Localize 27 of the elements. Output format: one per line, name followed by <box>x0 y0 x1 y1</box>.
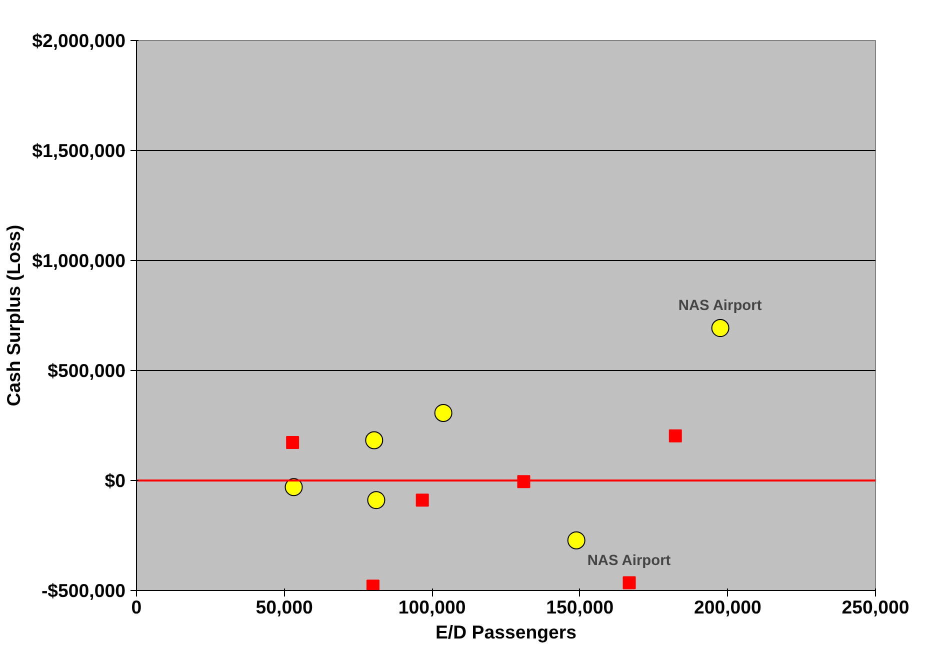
x-tick-label: 250,000 <box>842 596 910 618</box>
y-tick-label: $0 <box>104 470 126 491</box>
point <box>567 531 586 550</box>
point <box>622 576 636 590</box>
x-tick-label: 150,000 <box>546 596 614 618</box>
annotation: NAS Airport <box>587 552 671 569</box>
x-tick-label: 100,000 <box>398 596 466 618</box>
point <box>434 404 452 422</box>
x-tick-label: 200,000 <box>694 596 762 618</box>
y-tick-label: $1,000,000 <box>32 250 126 271</box>
point <box>668 429 682 442</box>
point <box>284 478 303 496</box>
point <box>366 580 380 590</box>
y-axis-title: Cash Surplus (Loss) <box>3 224 24 406</box>
point <box>416 494 429 507</box>
y-tick-label: $1,500,000 <box>32 140 126 161</box>
y-tick-label: $2,000,000 <box>32 30 126 51</box>
y-tick-label: -$500,000 <box>41 580 126 601</box>
point <box>367 491 386 510</box>
point <box>286 436 300 449</box>
x-axis-title: E/D Passengers <box>435 622 577 642</box>
x-tick-label: 0 <box>131 596 142 618</box>
point <box>711 319 730 338</box>
point <box>365 431 384 450</box>
y-tick-label: $500,000 <box>48 360 126 381</box>
annotation: NAS Airport <box>678 298 762 314</box>
x-tick-label: 50,000 <box>256 596 313 618</box>
